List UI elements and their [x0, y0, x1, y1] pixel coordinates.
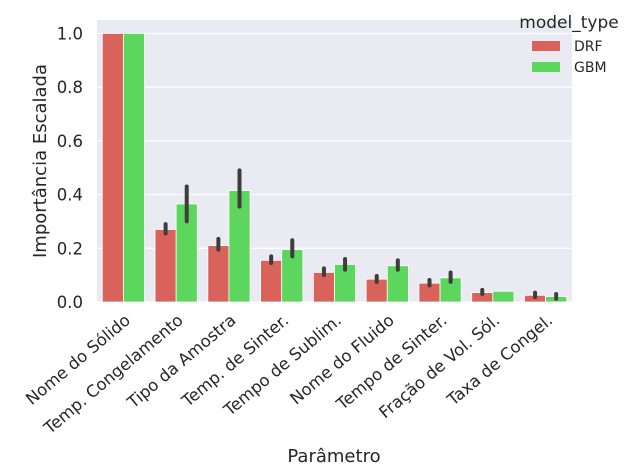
y-tick-label: 0.0: [57, 293, 83, 312]
bar-gbm: [492, 290, 515, 303]
legend: model_type DRF GBM: [519, 13, 618, 76]
legend-label-drf: DRF: [574, 39, 603, 55]
bar-gbm: [122, 33, 145, 303]
y-tick-label: 0.2: [57, 239, 83, 258]
bar-drf: [154, 229, 177, 303]
y-axis-label: Importância Escalada: [30, 64, 51, 258]
bar-drf: [101, 33, 124, 303]
y-tick-label: 0.6: [57, 132, 83, 151]
legend-label-gbm: GBM: [574, 60, 607, 76]
y-tick-label: 1.0: [57, 24, 83, 43]
bar-drf: [260, 259, 283, 303]
y-tick-label: 0.8: [57, 78, 83, 97]
error-bars: [163, 168, 559, 301]
y-tick-labels: 0.0 0.2 0.4 0.6 0.8 1.0: [57, 24, 83, 312]
y-tick-label: 0.4: [57, 186, 83, 205]
legend-swatch-gbm: [532, 62, 560, 72]
bars: [101, 33, 568, 303]
legend-swatch-drf: [532, 41, 560, 51]
legend-title: model_type: [519, 13, 618, 33]
x-axis-label: Parâmetro: [287, 446, 380, 467]
bar-drf: [207, 245, 230, 303]
